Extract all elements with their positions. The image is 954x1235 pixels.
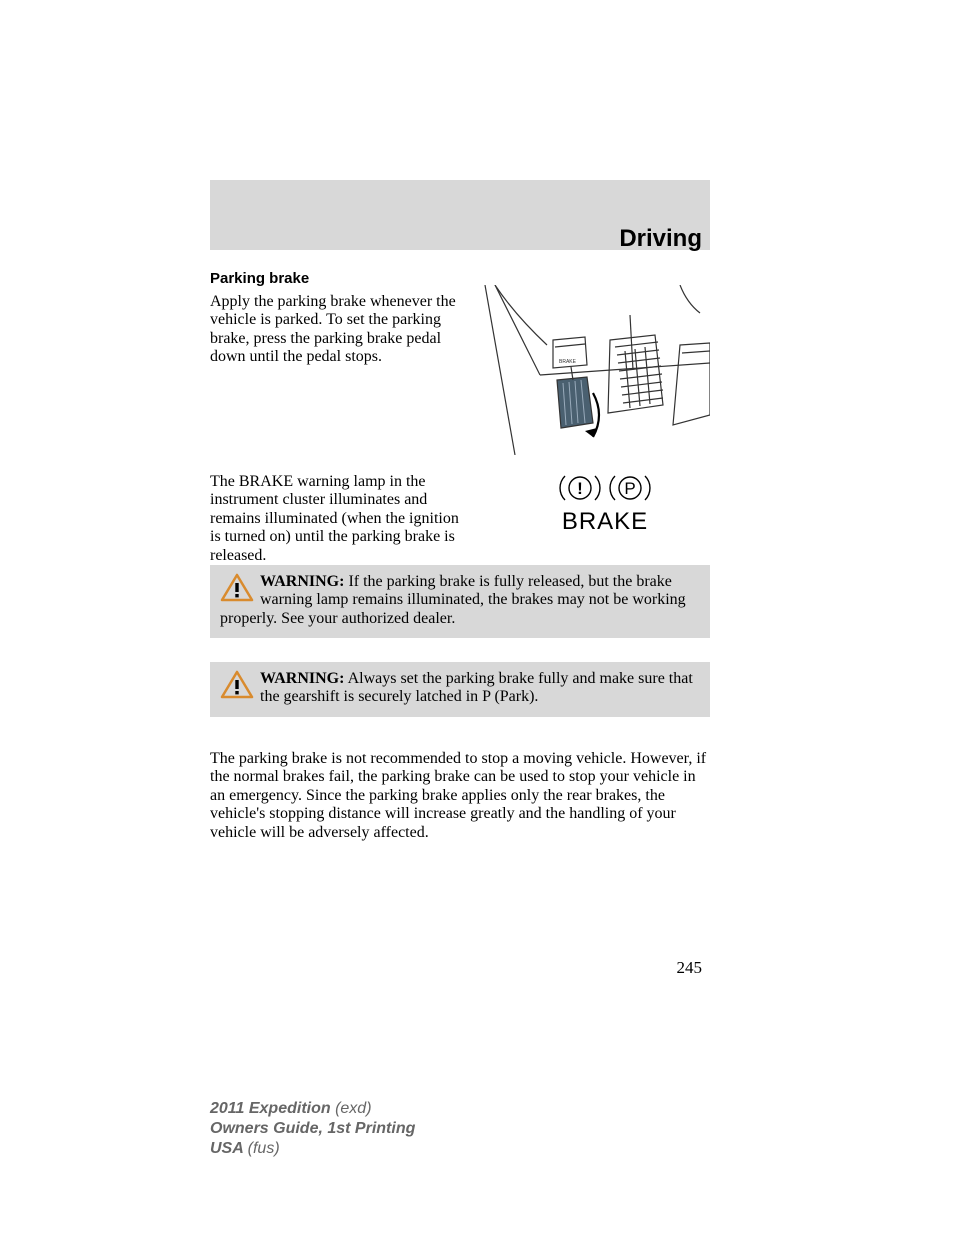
paragraph-apply-brake: Apply the parking brake whenever the veh… — [210, 293, 470, 367]
brake-label: BRAKE — [545, 508, 665, 536]
footer-region-code: (fus) — [248, 1140, 280, 1157]
warning-icon — [220, 670, 254, 700]
paragraph-brake-lamp: The BRAKE warning lamp in the instrument… — [210, 473, 470, 565]
chapter-title: Driving — [619, 225, 702, 253]
brake-p-icon: P — [608, 470, 652, 506]
warning-1-text: WARNING: If the parking brake is fully r… — [220, 573, 700, 628]
pedal-diagram: BRAKE — [475, 285, 710, 455]
footer-model-code: (exd) — [335, 1100, 371, 1117]
brake-warning-symbol: ! P BRAKE — [545, 470, 665, 536]
page-number: 245 — [677, 958, 703, 978]
warning-box-2: WARNING: Always set the parking brake fu… — [210, 662, 710, 717]
footer-model: 2011 Expedition — [210, 1100, 335, 1117]
paragraph-emergency: The parking brake is not recommended to … — [210, 750, 710, 842]
footer: 2011 Expedition (exd) Owners Guide, 1st … — [210, 1099, 415, 1159]
footer-guide: Owners Guide, 1st Printing — [210, 1120, 415, 1137]
warning-2-text: WARNING: Always set the parking brake fu… — [220, 670, 700, 707]
footer-region: USA — [210, 1140, 248, 1157]
pedal-brake-label: BRAKE — [559, 359, 577, 365]
svg-text:P: P — [624, 479, 635, 498]
warning-icon — [220, 573, 254, 603]
page: Driving Parking brake Apply the parking … — [0, 0, 954, 1235]
warning-box-1: WARNING: If the parking brake is fully r… — [210, 565, 710, 638]
section-heading: Parking brake — [210, 270, 309, 287]
brake-exclaim-icon: ! — [558, 470, 602, 506]
svg-text:!: ! — [577, 479, 583, 498]
